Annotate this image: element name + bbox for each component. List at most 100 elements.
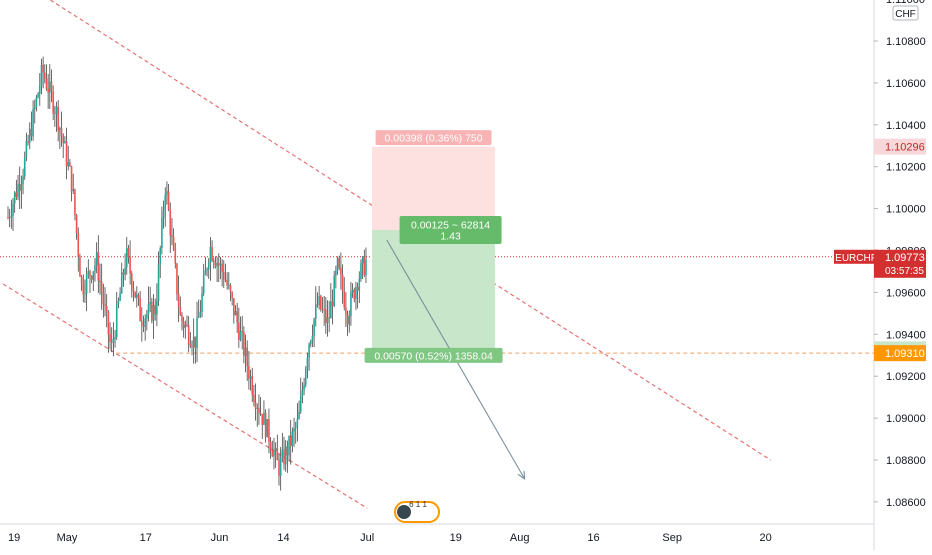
candle-body: [206, 269, 208, 271]
candle-body: [233, 298, 235, 316]
y-tick-label: 1.09200: [886, 371, 926, 383]
candle-body: [77, 232, 80, 257]
candle-body: [54, 113, 56, 115]
candle-body: [142, 325, 145, 327]
candle-body: [259, 412, 262, 415]
candle-body: [157, 264, 160, 301]
candle: [142, 315, 145, 333]
candle-body: [132, 288, 135, 292]
candle-body: [325, 309, 327, 323]
candle-body: [167, 191, 170, 210]
candle: [192, 318, 195, 364]
candle: [119, 287, 121, 302]
currency-label-box: [892, 5, 919, 21]
candle-body: [119, 293, 121, 301]
candle: [346, 310, 349, 337]
candle-body: [130, 273, 133, 289]
candle-body: [117, 300, 120, 305]
candle: [244, 334, 247, 373]
candle: [338, 255, 341, 270]
candle: [132, 280, 135, 302]
candle-body: [139, 298, 141, 321]
price-tag-text: 1.09310: [885, 348, 925, 360]
candle: [74, 188, 76, 221]
candle-body: [343, 290, 346, 308]
y-tick-label: 1.10800: [886, 36, 926, 48]
candle-body: [248, 366, 250, 379]
candle: [273, 437, 275, 470]
y-tick-label: 1.09400: [886, 329, 926, 341]
candle-body: [346, 314, 349, 325]
candle-body: [268, 419, 270, 442]
candle: [87, 259, 90, 279]
symbol-tag-text: EURCHF: [835, 253, 877, 264]
price-tag: 1.09310: [874, 345, 926, 362]
candle: [130, 270, 133, 298]
candle: [102, 283, 105, 318]
candle-body: [314, 304, 317, 319]
candle-body: [12, 203, 14, 217]
candle: [112, 322, 115, 357]
candle-body: [134, 291, 136, 298]
candle: [219, 256, 222, 280]
candle-body: [13, 192, 16, 204]
candle-body: [69, 162, 71, 167]
candle-body: [239, 330, 242, 340]
candle: [197, 299, 200, 319]
candle-body: [17, 184, 19, 197]
candle: [94, 258, 96, 282]
candle: [40, 58, 43, 95]
candle-body: [176, 263, 178, 294]
candle-body: [216, 262, 218, 267]
candle-body: [221, 263, 223, 272]
target-label-text: 0.00570 (0.52%) 1358.04: [374, 350, 493, 362]
target-label: 0.00570 (0.52%) 1358.04: [364, 347, 503, 363]
candle: [147, 286, 150, 322]
candle-body: [94, 265, 96, 272]
y-tick-label: 1.08800: [886, 455, 926, 467]
candle: [291, 427, 294, 453]
candle: [187, 316, 190, 353]
channel-lower-line[interactable]: [2, 283, 368, 509]
candle: [69, 159, 71, 167]
candle-body: [279, 458, 282, 477]
candle-body: [105, 306, 108, 312]
candle: [95, 242, 98, 274]
candle: [127, 244, 130, 264]
candle-body: [299, 396, 302, 412]
candle-body: [288, 435, 290, 456]
candle: [125, 236, 128, 275]
take-profit-zone[interactable]: [372, 229, 496, 350]
candle: [341, 264, 344, 304]
candle: [313, 317, 315, 348]
candle-body: [33, 107, 36, 110]
candle: [105, 294, 108, 328]
candle-body: [25, 141, 28, 157]
candle: [89, 269, 91, 293]
candle-body: [341, 274, 344, 291]
candle-body: [102, 293, 105, 305]
y-tick-label: 1.10400: [886, 120, 926, 132]
stop-loss-label-text: 0.00398 (0.36%) 750: [385, 133, 483, 145]
watermark-logo: 6 1 1: [394, 500, 440, 523]
candle-body: [85, 273, 88, 294]
candle: [167, 184, 170, 212]
candle: [77, 227, 80, 272]
candle: [209, 236, 212, 281]
candle-body: [20, 183, 23, 191]
stop-loss-label: 0.00398 (0.36%) 750: [375, 130, 492, 146]
candle: [8, 208, 11, 228]
entry-label-bg: [399, 215, 502, 244]
candle: [115, 291, 118, 340]
candle: [301, 382, 304, 404]
candle-body: [174, 249, 177, 264]
candle-body: [226, 280, 228, 286]
candle: [328, 300, 330, 332]
candle: [279, 447, 282, 491]
candle-body: [278, 460, 280, 477]
x-tick-label: Aug: [510, 532, 530, 544]
candle: [28, 122, 31, 150]
candle-body: [192, 336, 195, 348]
candle-body: [47, 88, 49, 93]
candle: [249, 369, 252, 391]
